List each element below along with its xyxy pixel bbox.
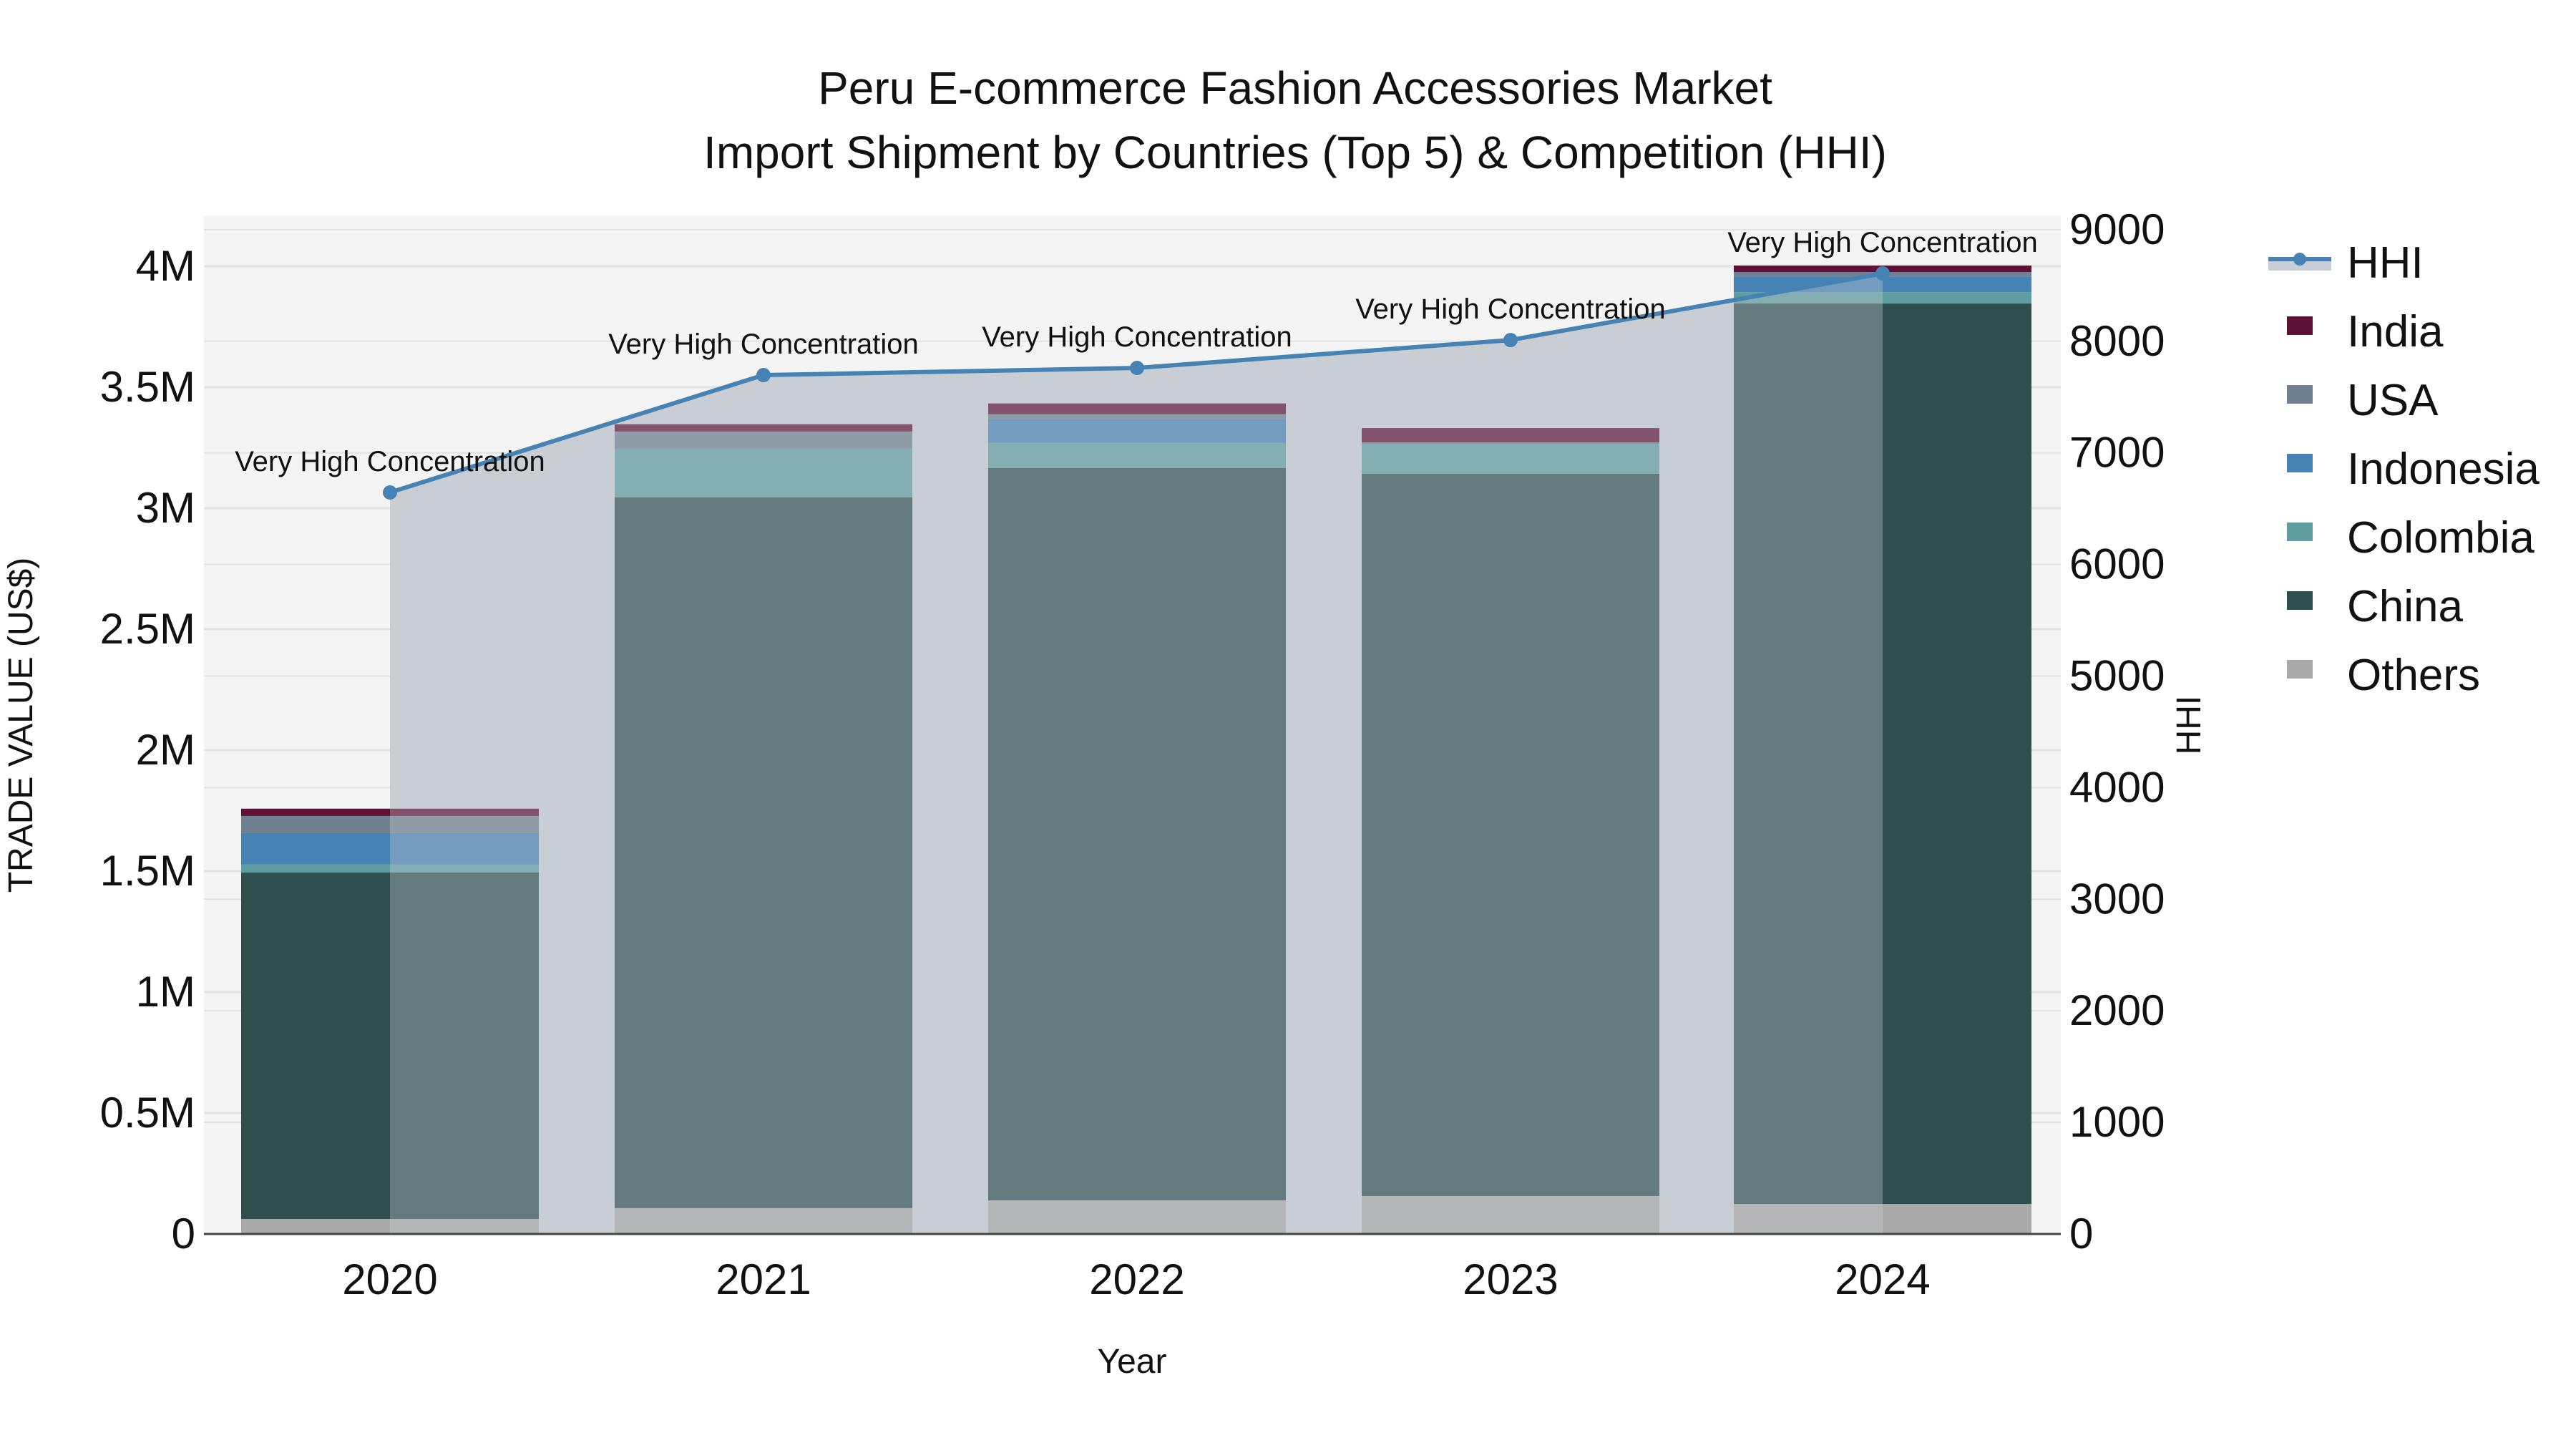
y-left-tick-label: 0 <box>172 1210 195 1258</box>
x-tick-label: 2021 <box>716 1255 811 1303</box>
y-left-tick-label: 2M <box>136 726 195 774</box>
legend-label: China <box>2347 582 2464 631</box>
hhi-annotations: Very High Concentration Very High Concent… <box>235 227 2038 477</box>
legend-swatch <box>2287 591 2313 610</box>
bar-segment-china <box>1734 303 2031 1205</box>
x-tick-label: 2020 <box>342 1255 437 1303</box>
legend-item-others[interactable]: Others <box>2287 651 2480 700</box>
bar-segment-colombia <box>615 448 912 497</box>
bar-segment-others <box>241 1219 539 1234</box>
x-tick-label: 2024 <box>1835 1255 1930 1303</box>
y-left-ticks: 0 0.5M 1M 1.5M 2M 2.5M 3M 3.5M 4M <box>100 242 195 1258</box>
legend-label: Others <box>2347 651 2480 700</box>
y-left-tick-label: 4M <box>136 242 195 290</box>
hhi-annotation: Very High Concentration <box>1727 227 2038 258</box>
hhi-line <box>383 266 1890 500</box>
bar-segment-china <box>988 467 1286 1201</box>
y-right-tick-label: 0 <box>2069 1210 2093 1258</box>
bar-segment-colombia <box>1362 444 1659 475</box>
stacked-bars <box>241 265 2031 1234</box>
y-left-axis-label: TRADE VALUE (US$) <box>2 558 40 893</box>
bar-segment-colombia <box>988 442 1286 468</box>
y-left-tick-label: 2.5M <box>100 605 195 653</box>
legend-item-colombia[interactable]: Colombia <box>2287 513 2534 563</box>
y-left-tick-label: 1M <box>136 968 195 1016</box>
hhi-annotation: Very High Concentration <box>608 329 919 360</box>
bar-segment-china <box>615 497 912 1208</box>
chart-title-line1: Peru E-commerce Fashion Accessories Mark… <box>818 62 1772 114</box>
x-ticks: 2020 2021 2022 2023 2024 <box>342 1255 1930 1303</box>
y-left-tick-label: 0.5M <box>100 1089 195 1137</box>
legend-item-hhi[interactable]: HHI <box>2268 238 2424 288</box>
bar-segment-indonesia <box>241 832 539 865</box>
legend-item-india[interactable]: India <box>2287 307 2444 356</box>
hhi-marker <box>383 485 397 500</box>
bar-segment-usa <box>1362 442 1659 444</box>
legend-label: Indonesia <box>2347 444 2540 494</box>
legend-item-indonesia[interactable]: Indonesia <box>2287 444 2540 494</box>
bar-segment-others <box>615 1207 912 1234</box>
bar-segment-colombia <box>1734 292 2031 304</box>
bar-segment-others <box>1734 1204 2031 1234</box>
y-left-tick-label: 3M <box>136 484 195 532</box>
y-right-tick-label: 3000 <box>2069 875 2165 923</box>
bar-segment-indonesia <box>988 419 1286 443</box>
y-right-tick-label: 7000 <box>2069 429 2165 477</box>
legend-label: Colombia <box>2347 513 2534 563</box>
legend-label: HHI <box>2347 238 2424 288</box>
legend-marker <box>2293 253 2306 266</box>
y-right-tick-label: 8000 <box>2069 317 2165 365</box>
hhi-annotation: Very High Concentration <box>235 446 545 477</box>
legend-swatch <box>2287 523 2313 541</box>
bar-segment-usa <box>615 431 912 449</box>
hhi-marker <box>1503 333 1518 348</box>
hhi-marker <box>1875 266 1890 281</box>
x-tick-label: 2023 <box>1463 1255 1558 1303</box>
hhi-annotation: Very High Concentration <box>1355 293 1666 325</box>
bar-segment-usa <box>241 815 539 833</box>
y-right-tick-label: 1000 <box>2069 1098 2165 1146</box>
legend-item-usa[interactable]: USA <box>2287 376 2439 425</box>
legend-swatch <box>2287 660 2313 679</box>
bar-segment-usa <box>988 414 1286 419</box>
hhi-marker <box>756 368 771 383</box>
x-axis-label: Year <box>1098 1343 1167 1381</box>
hhi-annotation: Very High Concentration <box>982 321 1292 353</box>
bar-segment-india <box>1362 428 1659 443</box>
y-left-tick-label: 1.5M <box>100 847 195 895</box>
legend-swatch <box>2287 454 2313 472</box>
legend-swatch <box>2287 316 2313 335</box>
y-right-axis-label: HHI <box>2170 696 2208 755</box>
y-right-tick-label: 6000 <box>2069 540 2165 588</box>
y-right-tick-label: 9000 <box>2069 205 2165 253</box>
y-right-tick-label: 5000 <box>2069 652 2165 700</box>
legend: HHI India USA Indonesia Colombia China Others <box>2268 238 2540 700</box>
y-right-tick-label: 4000 <box>2069 763 2165 811</box>
chart-title-line2: Import Shipment by Countries (Top 5) & C… <box>703 127 1887 178</box>
y-right-tick-label: 2000 <box>2069 986 2165 1034</box>
legend-label: India <box>2347 307 2444 356</box>
bar-segment-colombia <box>241 864 539 873</box>
y-left-tick-label: 3.5M <box>100 363 195 411</box>
bar-segment-others <box>988 1200 1286 1234</box>
bar-segment-china <box>1362 474 1659 1196</box>
legend-label: USA <box>2347 376 2439 425</box>
legend-swatch <box>2287 385 2313 404</box>
x-tick-label: 2022 <box>1089 1255 1184 1303</box>
bar-segment-others <box>1362 1195 1659 1234</box>
legend-item-china[interactable]: China <box>2287 582 2464 631</box>
hhi-area-overlay <box>390 273 1883 1234</box>
bar-segment-india <box>241 808 539 816</box>
bar-segment-india <box>988 403 1286 414</box>
y-right-ticks: 0 1000 2000 3000 4000 5000 6000 7000 8000 9000 <box>2069 205 2165 1258</box>
bar-segment-china <box>241 873 539 1220</box>
hhi-marker <box>1130 361 1144 376</box>
bar-segment-india <box>615 424 912 432</box>
